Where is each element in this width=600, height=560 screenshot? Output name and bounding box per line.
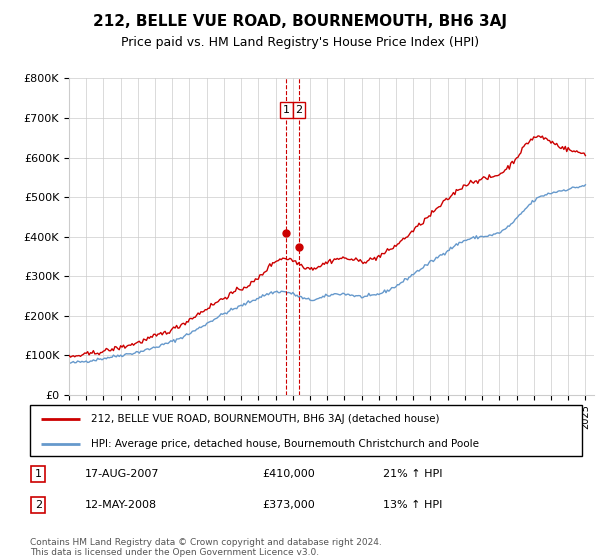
Text: £373,000: £373,000: [262, 500, 314, 510]
Text: 212, BELLE VUE ROAD, BOURNEMOUTH, BH6 3AJ: 212, BELLE VUE ROAD, BOURNEMOUTH, BH6 3A…: [93, 14, 507, 29]
Text: 13% ↑ HPI: 13% ↑ HPI: [383, 500, 443, 510]
Text: 1: 1: [35, 469, 42, 479]
Text: £410,000: £410,000: [262, 469, 314, 479]
FancyBboxPatch shape: [30, 405, 582, 456]
Text: 2: 2: [35, 500, 42, 510]
Text: 212, BELLE VUE ROAD, BOURNEMOUTH, BH6 3AJ (detached house): 212, BELLE VUE ROAD, BOURNEMOUTH, BH6 3A…: [91, 414, 439, 424]
Text: 21% ↑ HPI: 21% ↑ HPI: [383, 469, 443, 479]
Text: 17-AUG-2007: 17-AUG-2007: [85, 469, 160, 479]
Text: HPI: Average price, detached house, Bournemouth Christchurch and Poole: HPI: Average price, detached house, Bour…: [91, 438, 479, 449]
Text: Price paid vs. HM Land Registry's House Price Index (HPI): Price paid vs. HM Land Registry's House …: [121, 36, 479, 49]
Text: 12-MAY-2008: 12-MAY-2008: [85, 500, 157, 510]
Text: 2: 2: [296, 105, 303, 115]
Text: Contains HM Land Registry data © Crown copyright and database right 2024.
This d: Contains HM Land Registry data © Crown c…: [30, 538, 382, 557]
Text: 1: 1: [283, 105, 290, 115]
